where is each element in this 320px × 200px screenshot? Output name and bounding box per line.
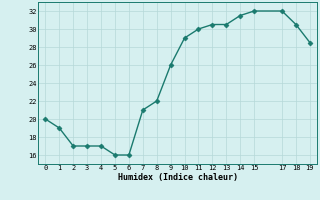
X-axis label: Humidex (Indice chaleur): Humidex (Indice chaleur) <box>118 173 238 182</box>
